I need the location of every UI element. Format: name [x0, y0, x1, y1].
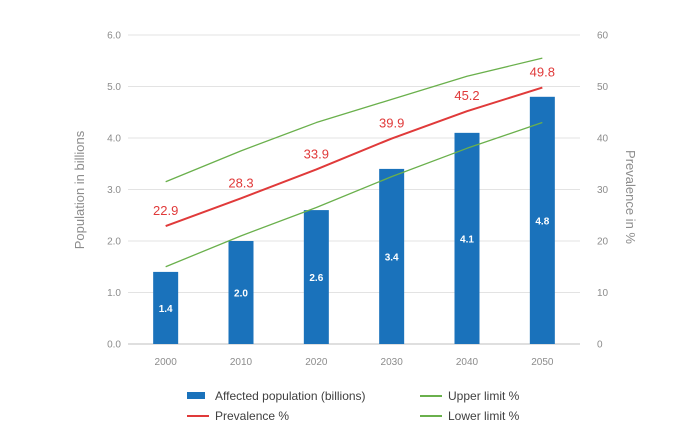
bar — [303, 210, 329, 344]
limit-line — [165, 57, 543, 183]
legend: Affected population (billions) Prevalence… — [187, 389, 520, 423]
bar — [153, 271, 179, 344]
right-tick-label: 10 — [597, 288, 609, 299]
prevalence-value-label: 28.3 — [228, 175, 253, 190]
x-tick-label: 2010 — [230, 357, 253, 368]
bar-value-label: 4.8 — [535, 216, 549, 227]
right-tick-label: 60 — [597, 31, 609, 42]
bar-value-label: 2.6 — [309, 273, 323, 284]
bar — [529, 96, 555, 344]
bar-value-label: 2.0 — [234, 289, 248, 300]
left-tick-label: 4.0 — [107, 134, 121, 145]
right-tick-label: 0 — [597, 340, 603, 351]
bar — [379, 168, 405, 344]
x-tick-label: 2000 — [155, 357, 178, 368]
right-tick-label: 20 — [597, 237, 609, 248]
prevalence-value-label: 49.8 — [530, 65, 555, 80]
limit-line — [165, 121, 543, 268]
left-tick-label: 6.0 — [107, 31, 121, 42]
right-tick-label: 30 — [597, 185, 609, 196]
left-axis-ticks: 0.0 1.0 2.0 3.0 4.0 5.0 6.0 — [107, 31, 121, 351]
right-tick-label: 50 — [597, 82, 609, 93]
prevalence-line — [165, 86, 543, 228]
x-tick-label: 2040 — [456, 357, 479, 368]
gridlines — [128, 34, 580, 345]
bar-value-label: 3.4 — [385, 252, 399, 263]
x-tick-label: 2020 — [305, 357, 328, 368]
legend-swatch-bar — [187, 392, 205, 399]
left-tick-label: 2.0 — [107, 237, 121, 248]
bar-value-label: 4.1 — [460, 234, 474, 245]
legend-label: Prevalence % — [215, 409, 289, 423]
prevalence-value-label: 22.9 — [153, 203, 178, 218]
left-tick-label: 5.0 — [107, 82, 121, 93]
legend-label: Upper limit % — [448, 389, 520, 403]
prevalence-value-label: 45.2 — [454, 88, 479, 103]
left-tick-label: 0.0 — [107, 340, 121, 351]
x-axis-ticks: 2000 2010 2020 2030 2040 2050 — [155, 357, 554, 368]
left-tick-label: 3.0 — [107, 185, 121, 196]
left-axis-title: Population in billions — [72, 130, 87, 249]
bar-value-label: 1.4 — [159, 304, 173, 315]
legend-label: Affected population (billions) — [215, 389, 366, 403]
x-tick-label: 2030 — [381, 357, 404, 368]
left-tick-label: 1.0 — [107, 288, 121, 299]
legend-label: Lower limit % — [448, 409, 520, 423]
prevalence-value-label: 33.9 — [304, 146, 329, 161]
right-axis-ticks: 0 10 20 30 40 50 60 — [597, 31, 609, 351]
bars — [153, 96, 555, 344]
series-lines — [165, 57, 543, 268]
data-labels: 1.4 2.0 2.6 3.4 4.1 4.8 22.9 28.3 33.9 39.9 45.2 49… — [153, 65, 555, 315]
prevalence-value-label: 39.9 — [379, 116, 404, 131]
bar — [228, 241, 254, 344]
x-tick-label: 2050 — [531, 357, 554, 368]
right-axis-title: Prevalence in % — [623, 150, 638, 244]
right-tick-label: 40 — [597, 134, 609, 145]
bar — [454, 132, 480, 344]
